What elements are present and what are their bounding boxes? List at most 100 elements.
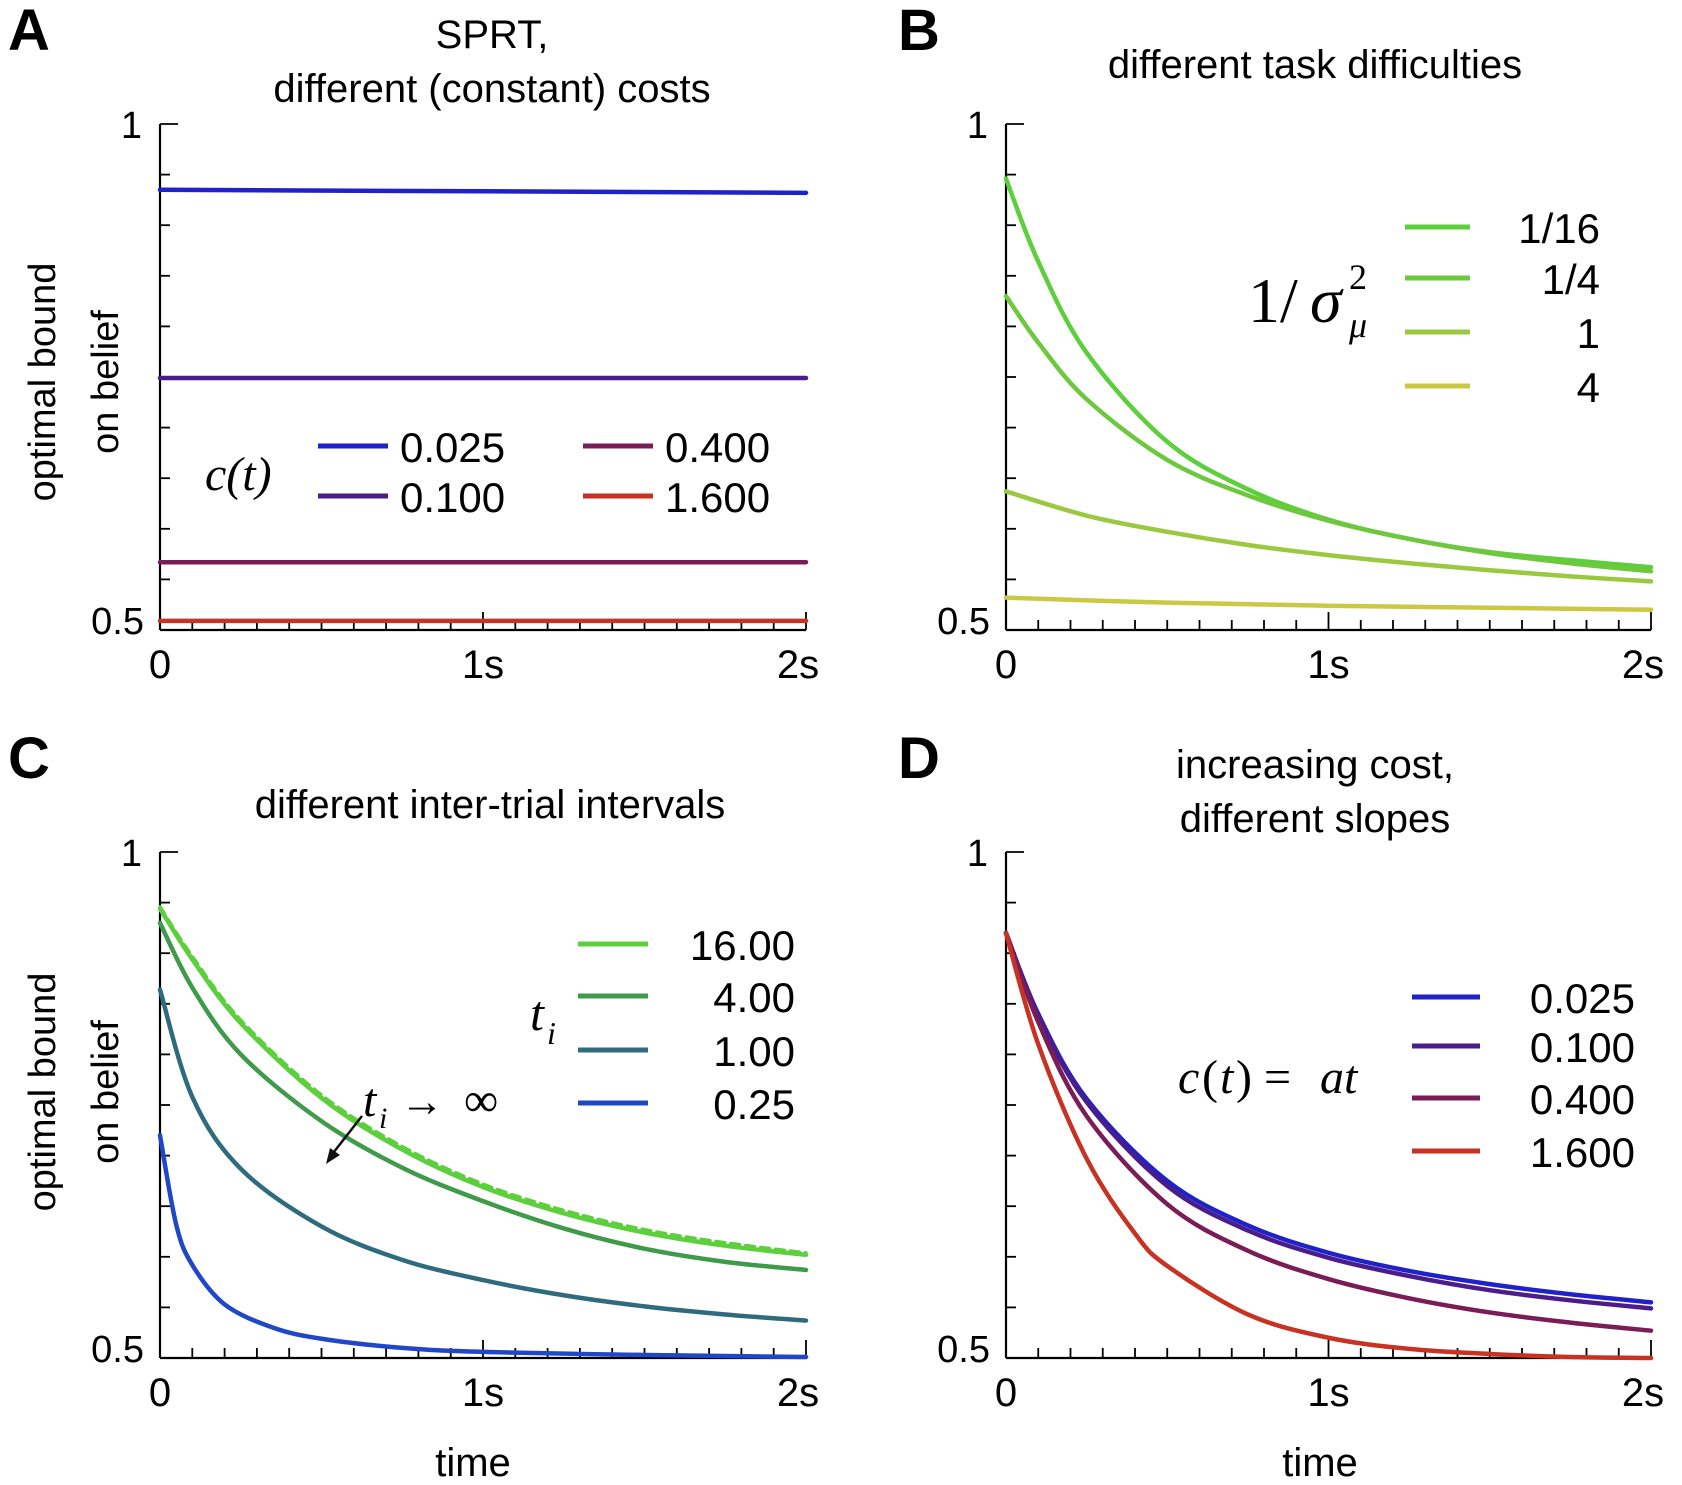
panel-label-c: C — [8, 726, 50, 791]
panel-a: A SPRT, different (constant) costs optim… — [8, 0, 819, 687]
svg-text:c: c — [1178, 1051, 1199, 1104]
panel-c-series-2-line — [157, 987, 809, 1323]
panel-b-legend-label-2: 1 — [1577, 310, 1600, 357]
panel-c-series-0-line — [157, 906, 809, 1258]
panel-b-ytick-label-1: 1 — [967, 105, 988, 147]
panel-d-legend-label-3: 1.600 — [1530, 1129, 1635, 1176]
panel-a-xtick-label: 2s — [777, 643, 819, 687]
svg-text:t: t — [530, 985, 545, 1041]
panel-a-title-line2: different (constant) costs — [273, 67, 710, 111]
panel-c-xtick-label: 2s — [777, 1371, 819, 1415]
svg-text:1/: 1/ — [1248, 265, 1298, 336]
panel-b-xtick-label: 1s — [1307, 643, 1349, 687]
panel-d-series — [1003, 930, 1654, 1361]
panel-b-series-1-line — [1003, 293, 1654, 574]
panel-a-legend: c(t) 0.025 0.100 0.400 1.600 — [205, 424, 770, 521]
panel-d-title-line1: increasing cost, — [1176, 743, 1454, 787]
panel-c-legend-label-1: 4.00 — [713, 974, 795, 1021]
panel-d-xtick-label: 0 — [995, 1371, 1017, 1415]
panel-b-legend-label-3: 4 — [1577, 364, 1600, 411]
panel-b-axes: 1 0.50 1s 2s — [937, 105, 1664, 687]
panel-c-series-1-line — [157, 920, 809, 1273]
panel-d-xlabel: time — [1282, 1441, 1358, 1485]
svg-text:∞: ∞ — [464, 1074, 498, 1127]
svg-text:μ: μ — [1348, 305, 1367, 345]
panel-d-legend: c ( t ) = at 0.025 0.100 0.400 1.600 — [1178, 975, 1635, 1176]
panel-c-legend-label-0: 16.00 — [690, 922, 795, 969]
panel-c-annotation-arrow-shaft — [329, 1115, 363, 1158]
panel-d-legend-label-2: 0.400 — [1530, 1076, 1635, 1123]
panel-d-legend-label-0: 0.025 — [1530, 975, 1635, 1022]
panel-b-series-2-line — [1003, 489, 1654, 584]
svg-text:) =: ) = — [1236, 1051, 1291, 1104]
panel-d-legend-title: c ( t ) = at — [1178, 1051, 1359, 1104]
panel-a-legend-label-0: 0.025 — [400, 424, 505, 471]
panel-c-annotation: t i → ∞ — [326, 1074, 498, 1164]
panel-b-series-3-line — [1003, 595, 1654, 613]
svg-text:at: at — [1320, 1051, 1359, 1104]
panel-d-series-1-line — [1003, 930, 1654, 1311]
panel-a-ytick-label-0.5: 0.5 — [91, 601, 144, 643]
panel-d-xtick-label: 2s — [1622, 1371, 1664, 1415]
panel-c-ytick-label-1: 1 — [121, 833, 142, 875]
panel-c-xtick-label: 1s — [462, 1371, 504, 1415]
panel-a-series-0-line — [157, 187, 809, 196]
panel-d-legend-label-1: 0.100 — [1530, 1024, 1635, 1071]
panel-a-xtick-label: 1s — [462, 643, 504, 687]
panel-b-title-line1: different task difficulties — [1108, 43, 1522, 87]
panel-d-xtick-label: 1s — [1307, 1371, 1349, 1415]
panel-c-legend-label-3: 0.25 — [713, 1081, 795, 1128]
panel-b-series — [1003, 176, 1654, 613]
svg-text:t: t — [363, 1074, 378, 1127]
panel-c-xlabel: time — [435, 1441, 511, 1485]
panel-a-ytick-label-1: 1 — [121, 105, 142, 147]
panel-c-legend-title: t i — [530, 985, 556, 1051]
panel-b-legend-label-0: 1/16 — [1518, 205, 1600, 252]
panel-b-legend: 1/ σ 2 μ 1/16 1/4 1 4 — [1248, 205, 1600, 411]
panel-c-ylabel-line2: on belief — [85, 1020, 127, 1164]
panel-c-legend-label-2: 1.00 — [713, 1028, 795, 1075]
panel-a-title-line1: SPRT, — [436, 13, 549, 57]
svg-text:i: i — [547, 1015, 556, 1051]
panel-d-series-3-line — [1003, 930, 1654, 1361]
panel-a-legend-title: c(t) — [205, 448, 272, 501]
panel-b: B different task difficulties 10.50 1s 2s … — [898, 0, 1664, 687]
panel-c-axes: 1 0.50 1s 2s — [91, 833, 819, 1415]
panel-c-title-line1: different inter-trial intervals — [255, 783, 726, 827]
panel-b-xtick-label: 2s — [1622, 643, 1664, 687]
panel-d-ytick-label-1: 1 — [967, 833, 988, 875]
panel-d-axes: 1 0.50 1s 2s — [937, 833, 1664, 1415]
panel-b-ytick-label-0.5: 0.5 — [937, 601, 990, 643]
panel-a-ylabel-line1: optimal bound — [22, 263, 64, 502]
panel-c-xtick-label: 0 — [149, 1371, 171, 1415]
panel-c-ytick-label-0.5: 0.5 — [91, 1329, 144, 1371]
panel-a-ylabel-line2: on belief — [85, 310, 127, 454]
panel-b-xtick-label: 0 — [995, 643, 1017, 687]
panel-d-title-line2: different slopes — [1180, 797, 1451, 841]
panel-c-series-3-line — [157, 1133, 809, 1360]
svg-text:2: 2 — [1349, 257, 1367, 297]
panel-a-legend-label-2: 0.400 — [665, 424, 770, 471]
panel-label-d: D — [898, 726, 940, 791]
panel-b-legend-label-1: 1/4 — [1542, 256, 1600, 303]
panel-a-xtick-label: 0 — [149, 643, 171, 687]
panel-label-a: A — [8, 0, 50, 63]
panel-c-annotation-arrow-head — [326, 1148, 340, 1164]
panel-c-series-4-line — [158, 905, 808, 1255]
panel-c: C different inter-trial intervals optima… — [8, 726, 819, 1485]
panel-d: D increasing cost, different slopes time… — [898, 726, 1664, 1485]
panel-label-b: B — [898, 0, 940, 63]
panel-d-ytick-label-0.5: 0.5 — [937, 1329, 990, 1371]
svg-text:t: t — [1220, 1051, 1235, 1104]
svg-text:→: → — [400, 1077, 444, 1126]
svg-text:σ: σ — [1310, 265, 1344, 336]
panel-c-series — [157, 905, 809, 1360]
svg-text:(: ( — [1202, 1051, 1218, 1104]
panel-d-series-2-line — [1003, 930, 1654, 1333]
panel-a-legend-label-3: 1.600 — [665, 474, 770, 521]
panel-c-legend: t i 16.00 4.00 1.00 0.25 — [530, 922, 795, 1128]
panel-a-legend-label-1: 0.100 — [400, 474, 505, 521]
panel-b-legend-title: 1/ σ 2 μ — [1248, 257, 1367, 345]
panel-a-series — [157, 187, 809, 624]
